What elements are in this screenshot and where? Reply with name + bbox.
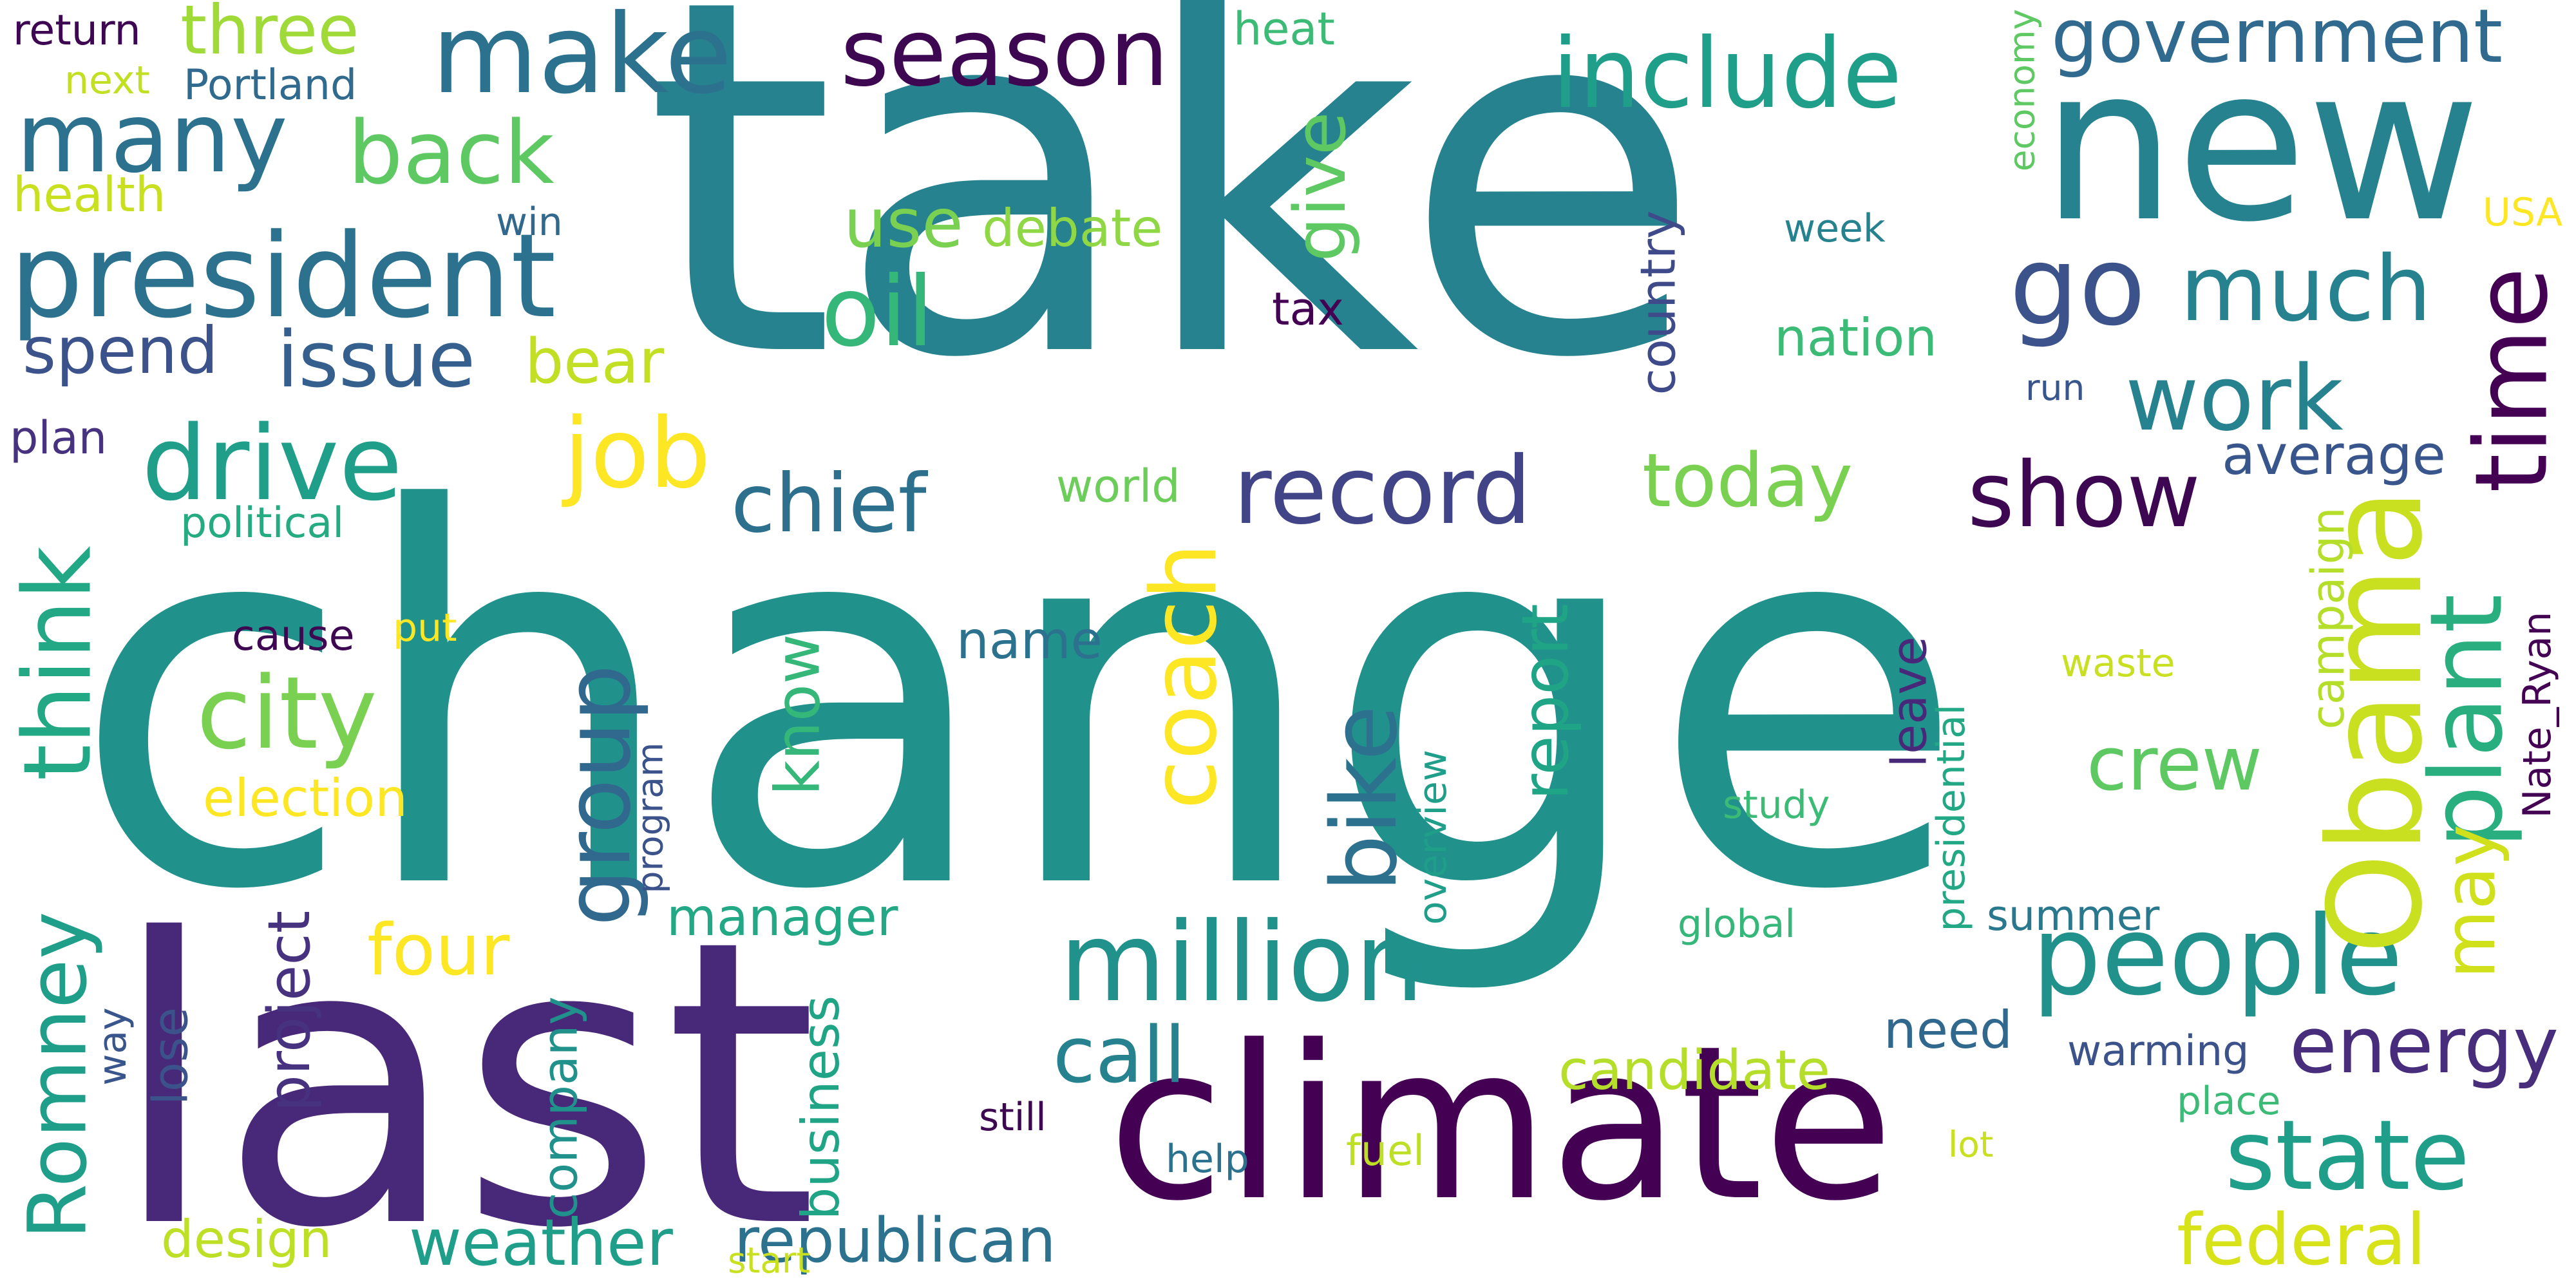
- word-much: much: [2180, 237, 2432, 342]
- word-way: way: [90, 1007, 135, 1086]
- word-time: time: [2453, 267, 2570, 493]
- word-company: company: [531, 996, 589, 1219]
- word-USA: USA: [2483, 190, 2563, 235]
- word-nation: nation: [1774, 308, 1937, 368]
- word-name: name: [956, 611, 1103, 670]
- word-program: program: [629, 742, 671, 894]
- word-start: start: [728, 1240, 811, 1281]
- word-plan: plan: [10, 412, 108, 464]
- word-heat: heat: [1233, 3, 1335, 55]
- word-presidential: presidential: [1929, 704, 1974, 932]
- word-work: work: [2125, 346, 2344, 451]
- word-government: government: [2051, 0, 2503, 80]
- word-back: back: [348, 102, 554, 204]
- word-federal: federal: [2177, 1198, 2427, 1281]
- word-last: last: [109, 857, 819, 1288]
- word-campaign: campaign: [2302, 507, 2354, 730]
- word-next: next: [64, 58, 150, 103]
- word-economy: economy: [2001, 8, 2043, 172]
- word-go: go: [2009, 223, 2146, 350]
- word-health: health: [13, 166, 166, 223]
- word-need: need: [1884, 1000, 2012, 1060]
- word-Portland: Portland: [184, 61, 357, 109]
- word-manager: manager: [667, 887, 898, 947]
- word-oil: oil: [821, 256, 934, 368]
- word-political: political: [180, 499, 345, 547]
- word-issue: issue: [277, 316, 476, 405]
- word-still: still: [979, 1095, 1046, 1140]
- word-project: project: [256, 910, 323, 1112]
- word-overview: overview: [1410, 750, 1455, 925]
- word-use: use: [844, 184, 963, 263]
- word-world: world: [1056, 460, 1180, 513]
- word-coach: coach: [1132, 542, 1237, 810]
- word-leave: leave: [1880, 636, 1938, 768]
- word-help: help: [1166, 1137, 1249, 1182]
- word-spend: spend: [23, 313, 218, 388]
- word-candidate: candidate: [1558, 1039, 1830, 1103]
- word-drive: drive: [142, 403, 402, 524]
- word-warming: warming: [2067, 1027, 2249, 1075]
- word-weather: weather: [409, 1205, 673, 1280]
- word-give: give: [1279, 111, 1361, 262]
- word-return: return: [13, 6, 141, 55]
- word-tax: tax: [1272, 283, 1344, 336]
- word-fuel: fuel: [1346, 1127, 1425, 1175]
- word-design: design: [161, 1209, 332, 1269]
- word-city: city: [196, 655, 377, 772]
- word-chief: chief: [731, 457, 927, 551]
- word-may: may: [2429, 824, 2511, 979]
- word-report: report: [1508, 603, 1583, 800]
- word-win: win: [496, 200, 563, 245]
- word-lot: lot: [1948, 1124, 1994, 1165]
- word-make: make: [431, 0, 732, 118]
- word-energy: energy: [2289, 1001, 2559, 1091]
- word-call: call: [1053, 1011, 1186, 1101]
- word-bear: bear: [525, 327, 665, 397]
- word-lose: lose: [142, 1007, 199, 1105]
- word-put: put: [393, 605, 457, 650]
- word-climate: climate: [1108, 1000, 1894, 1247]
- word-debate: debate: [982, 198, 1163, 258]
- word-crew: crew: [2087, 721, 2262, 808]
- word-waste: waste: [2061, 641, 2175, 686]
- word-Nate_Ryan: Nate_Ryan: [2515, 611, 2560, 819]
- word-summer: summer: [1987, 892, 2160, 940]
- word-global: global: [1678, 902, 1795, 947]
- word-president: president: [10, 209, 556, 344]
- word-three: three: [180, 0, 359, 70]
- word-country: country: [1629, 210, 1687, 395]
- word-republican: republican: [734, 1206, 1056, 1276]
- word-show: show: [1967, 443, 2201, 548]
- word-cause: cause: [232, 612, 355, 660]
- word-Romney: Romney: [11, 911, 105, 1240]
- word-take: take: [644, 0, 1703, 465]
- word-business: business: [791, 995, 851, 1220]
- word-four: four: [367, 909, 509, 991]
- word-run: run: [2025, 367, 2085, 408]
- word-bike: bike: [1312, 705, 1417, 892]
- word-today: today: [1642, 438, 1853, 524]
- word-many: many: [16, 82, 288, 194]
- word-know: know: [762, 634, 834, 796]
- word-change: change: [71, 402, 1967, 1002]
- word-million: million: [1059, 899, 1425, 1027]
- word-average: average: [2222, 424, 2446, 488]
- word-state: state: [2225, 1100, 2470, 1212]
- word-place: place: [2177, 1079, 2281, 1124]
- word-include: include: [1552, 18, 1902, 130]
- word-think: think: [3, 545, 113, 781]
- word-people: people: [2032, 893, 2403, 1020]
- word-week: week: [1784, 206, 1886, 251]
- word-season: season: [840, 0, 1169, 108]
- word-election: election: [203, 768, 408, 828]
- word-plant: plant: [2408, 594, 2525, 849]
- word-new: new: [2041, 21, 2481, 269]
- word-job: job: [564, 398, 711, 510]
- word-record: record: [1233, 437, 1532, 545]
- word-study: study: [1723, 782, 1830, 828]
